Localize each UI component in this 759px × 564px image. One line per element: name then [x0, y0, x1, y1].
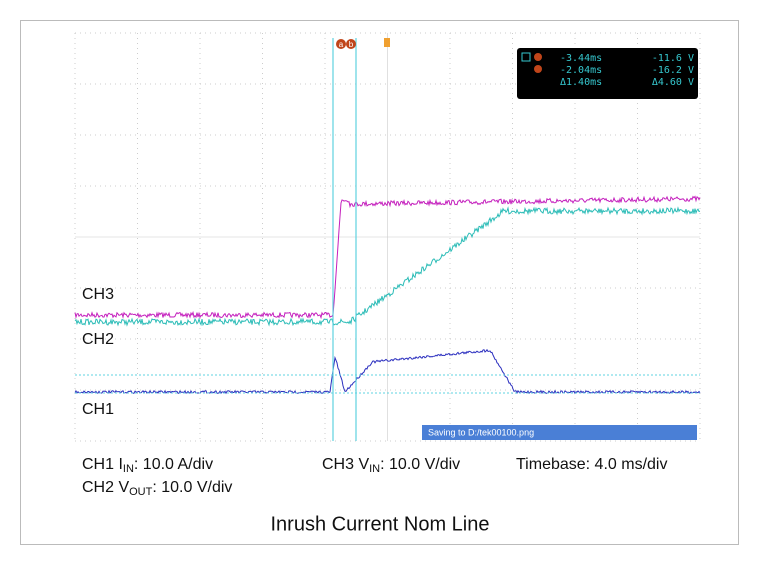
channel-label: CH1 [82, 401, 114, 418]
cursor-marker [346, 39, 356, 49]
graticule [74, 32, 701, 442]
readout-time: Δ1.40ms [560, 77, 602, 88]
caption: CH3 VIN: 10.0 V/div [322, 456, 460, 475]
readout-volt: -11.6 V [652, 53, 694, 64]
caption: CH2 VOUT: 10.0 V/div [82, 479, 232, 498]
status-text: Saving to D:/tek00100.png [428, 427, 534, 437]
status-bar [422, 425, 697, 440]
readout-icon [521, 52, 531, 62]
readout-icon [534, 53, 542, 61]
readout-box [517, 48, 698, 99]
readout-time: -2.04ms [560, 65, 602, 76]
channel-label: CH2 [82, 331, 114, 348]
readout-time: -3.44ms [560, 53, 602, 64]
marker-label: b [349, 40, 354, 49]
caption: CH1 IIN: 10.0 A/div [82, 456, 213, 475]
trace [74, 206, 701, 327]
readout-volt: Δ4.60 V [652, 77, 694, 88]
cursor-marker [336, 39, 346, 49]
readout-volt: -16.2 V [652, 65, 694, 76]
readout-icon [534, 65, 542, 73]
timebase: Timebase: 4.0 ms/div [516, 456, 667, 473]
frame [20, 20, 739, 545]
trace [74, 195, 701, 320]
marker-label: a [339, 40, 344, 49]
channel-label: CH3 [82, 286, 114, 303]
title: Inrush Current Nom Line [271, 513, 490, 535]
trigger-marker [384, 38, 390, 47]
